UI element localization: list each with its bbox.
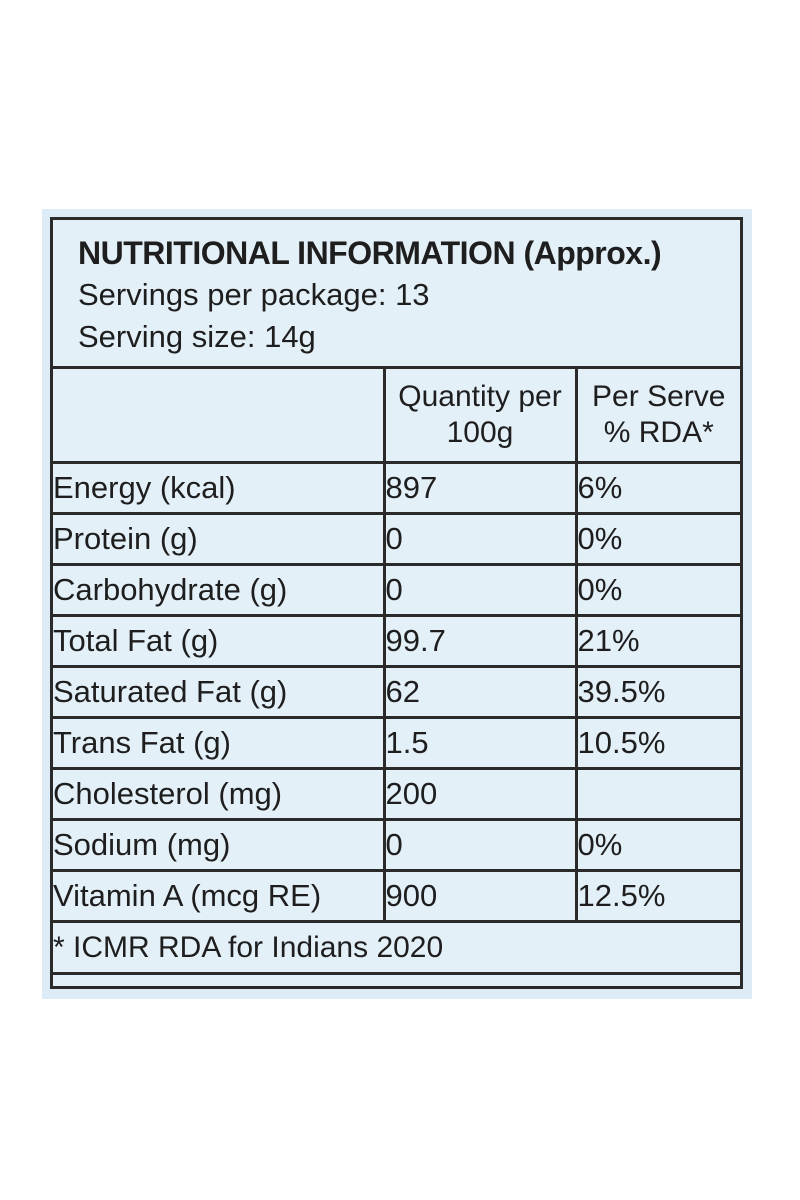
nutrient-quantity: 99.7 [382, 614, 578, 668]
table-row: Cholesterol (mg) 200 [53, 767, 740, 821]
nutrient-name: Saturated Fat (g) [53, 665, 386, 719]
nutrition-table: Quantity per 100g Per Serve % RDA* Energ… [53, 369, 740, 975]
table-row: Total Fat (g) 99.7 21% [53, 614, 740, 668]
nutrient-name: Energy (kcal) [53, 462, 386, 515]
rda-header-line2: % RDA* [603, 416, 714, 449]
table-row: Saturated Fat (g) 62 39.5% [53, 665, 740, 719]
table-row: Protein (g) 0 0% [53, 512, 740, 566]
nutrient-rda: 0% [574, 818, 740, 872]
table-row: Sodium (mg) 0 0% [53, 818, 740, 872]
table-row: Carbohydrate (g) 0 0% [53, 563, 740, 617]
nutrient-rda: 0% [574, 512, 740, 566]
quantity-header-line2: 100g [446, 416, 514, 449]
nutrient-rda: 12.5% [574, 869, 740, 923]
column-header-nutrient [53, 369, 386, 464]
nutrient-name: Total Fat (g) [53, 614, 386, 668]
nutrient-quantity: 62 [382, 665, 578, 719]
nutrient-rda: 0% [574, 563, 740, 617]
rda-header-line1: Per Serve [592, 380, 726, 413]
nutrient-rda: 6% [574, 462, 740, 515]
nutrient-name: Trans Fat (g) [53, 716, 386, 770]
nutrient-name: Vitamin A (mcg RE) [53, 869, 386, 923]
nutrition-label: NUTRITIONAL INFORMATION (Approx.) Servin… [50, 217, 743, 989]
nutrient-name: Sodium (mg) [53, 818, 386, 872]
footnote: * ICMR RDA for Indians 2020 [53, 920, 740, 975]
quantity-header-line1: Quantity per [398, 380, 562, 413]
nutrient-rda: 10.5% [574, 716, 740, 770]
nutrient-rda: 39.5% [574, 665, 740, 719]
nutrient-name: Cholesterol (mg) [53, 767, 386, 821]
serving-size: Serving size: 14g [78, 319, 316, 354]
nutrient-quantity: 900 [382, 869, 578, 923]
table-row: Energy (kcal) 897 6% [53, 462, 740, 515]
nutrient-quantity: 0 [382, 563, 578, 617]
table-header-row: Quantity per 100g Per Serve % RDA* [53, 369, 740, 464]
column-header-rda: Per Serve % RDA* [574, 369, 740, 464]
column-header-quantity: Quantity per 100g [382, 369, 578, 464]
nutrient-quantity: 200 [382, 767, 578, 821]
nutrient-rda: 21% [574, 614, 740, 668]
footnote-row: * ICMR RDA for Indians 2020 [53, 920, 740, 975]
nutrient-quantity: 1.5 [382, 716, 578, 770]
nutrient-quantity: 897 [382, 462, 578, 515]
nutrient-name: Protein (g) [53, 512, 386, 566]
nutrient-rda [574, 767, 740, 821]
table-row: Vitamin A (mcg RE) 900 12.5% [53, 869, 740, 923]
servings-per-package: Servings per package: 13 [78, 277, 430, 312]
table-row: Trans Fat (g) 1.5 10.5% [53, 716, 740, 770]
label-title: NUTRITIONAL INFORMATION (Approx.) [78, 235, 662, 271]
nutrient-quantity: 0 [382, 818, 578, 872]
nutrient-name: Carbohydrate (g) [53, 563, 386, 617]
nutrient-quantity: 0 [382, 512, 578, 566]
label-header: NUTRITIONAL INFORMATION (Approx.) Servin… [53, 220, 740, 369]
